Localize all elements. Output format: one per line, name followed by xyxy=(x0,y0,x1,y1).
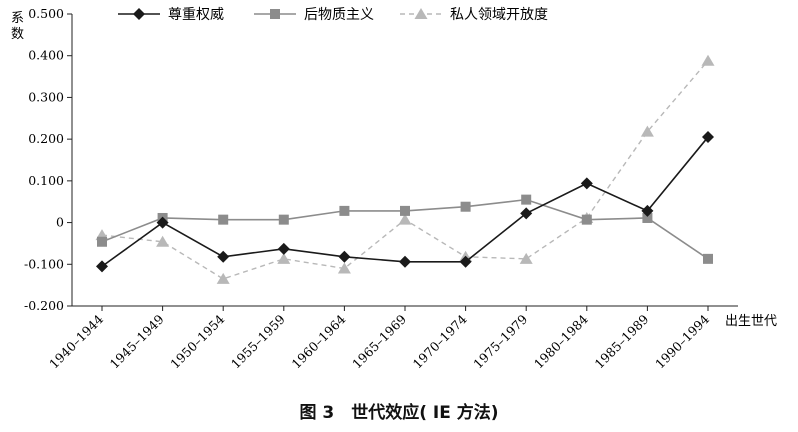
data-point-triangle xyxy=(156,235,170,247)
data-point-triangle xyxy=(398,213,412,225)
data-point-square xyxy=(278,214,289,225)
x-tick-label: 1985–1989 xyxy=(592,311,652,371)
chart-series xyxy=(95,54,715,284)
x-tick-label: 1960–1964 xyxy=(289,311,349,371)
x-tick-label: 1990–1994 xyxy=(652,311,712,371)
data-point-diamond xyxy=(641,204,654,217)
x-tick-label: 1945–1949 xyxy=(107,311,167,371)
data-point-triangle xyxy=(216,272,230,284)
data-point-triangle xyxy=(640,125,654,137)
y-tick-label: 0.500 xyxy=(28,6,64,21)
chart-axes: 0.5000.4000.3000.2000.1000-0.100-0.20019… xyxy=(24,6,738,372)
series-diamond xyxy=(96,131,714,273)
chart-legend: 尊重权威 后物质主义 私人领域开放度 xyxy=(118,6,548,23)
data-point-diamond xyxy=(520,207,533,220)
x-axis-label: 出生世代 xyxy=(725,314,777,329)
y-tick-label: 0.300 xyxy=(28,89,64,104)
data-point-square xyxy=(339,205,350,216)
x-tick-label: 1950–1954 xyxy=(167,311,227,371)
data-point-square xyxy=(642,212,653,223)
data-point-square xyxy=(400,205,410,216)
data-point-diamond xyxy=(459,255,472,268)
data-point-diamond xyxy=(702,131,714,144)
x-tick-label: 1970–1974 xyxy=(410,311,470,371)
data-point-diamond xyxy=(277,242,290,255)
y-axis-label-1: 系 xyxy=(11,11,24,26)
chart-svg: 0.5000.4000.3000.2000.1000-0.100-0.20019… xyxy=(11,6,777,372)
data-point-square xyxy=(703,253,713,264)
data-point-diamond xyxy=(580,177,593,190)
data-point-square xyxy=(218,214,229,225)
data-point-diamond xyxy=(96,260,108,273)
legend-item: 尊重权威 xyxy=(118,6,224,23)
series-square xyxy=(97,194,713,264)
data-point-diamond xyxy=(133,8,145,20)
data-point-diamond xyxy=(399,255,411,268)
data-point-square xyxy=(270,9,280,19)
legend-label: 后物质主义 xyxy=(304,7,374,23)
y-tick-label: 0.400 xyxy=(28,48,64,63)
legend-label: 尊重权威 xyxy=(168,6,224,23)
y-tick-label: -0.100 xyxy=(24,256,64,271)
data-point-triangle xyxy=(701,54,715,66)
data-point-triangle xyxy=(414,8,428,19)
x-tick-label: 1980–1984 xyxy=(531,311,591,371)
y-tick-label: 0.100 xyxy=(28,173,64,188)
series-line xyxy=(101,60,709,280)
data-point-square xyxy=(581,214,592,225)
legend-item: 私人领域开放度 xyxy=(400,7,548,23)
legend-item: 后物质主义 xyxy=(254,7,374,23)
y-tick-label: 0.200 xyxy=(28,131,64,146)
figure-caption: 图 3 世代效应( IE 方法) xyxy=(299,403,499,423)
data-point-triangle xyxy=(337,262,351,274)
x-tick-label: 1975–1979 xyxy=(470,311,530,371)
data-point-square xyxy=(521,194,532,205)
y-tick-label: -0.200 xyxy=(24,298,64,313)
y-tick-label: 0 xyxy=(56,215,64,230)
x-tick-label: 1965–1969 xyxy=(349,311,409,371)
data-point-diamond xyxy=(338,250,351,263)
data-point-triangle xyxy=(277,252,291,264)
data-point-diamond xyxy=(156,216,169,229)
legend-label: 私人领域开放度 xyxy=(450,7,548,23)
x-tick-label: 1955–1959 xyxy=(228,311,288,371)
series-triangle xyxy=(95,54,715,284)
x-tick-label: 1940–1944 xyxy=(46,311,106,371)
data-point-triangle xyxy=(519,252,533,264)
data-point-diamond xyxy=(217,250,230,263)
data-point-square xyxy=(460,201,471,212)
y-axis-label-2: 数 xyxy=(11,27,24,42)
data-point-square xyxy=(97,236,107,247)
series-line xyxy=(101,136,709,268)
